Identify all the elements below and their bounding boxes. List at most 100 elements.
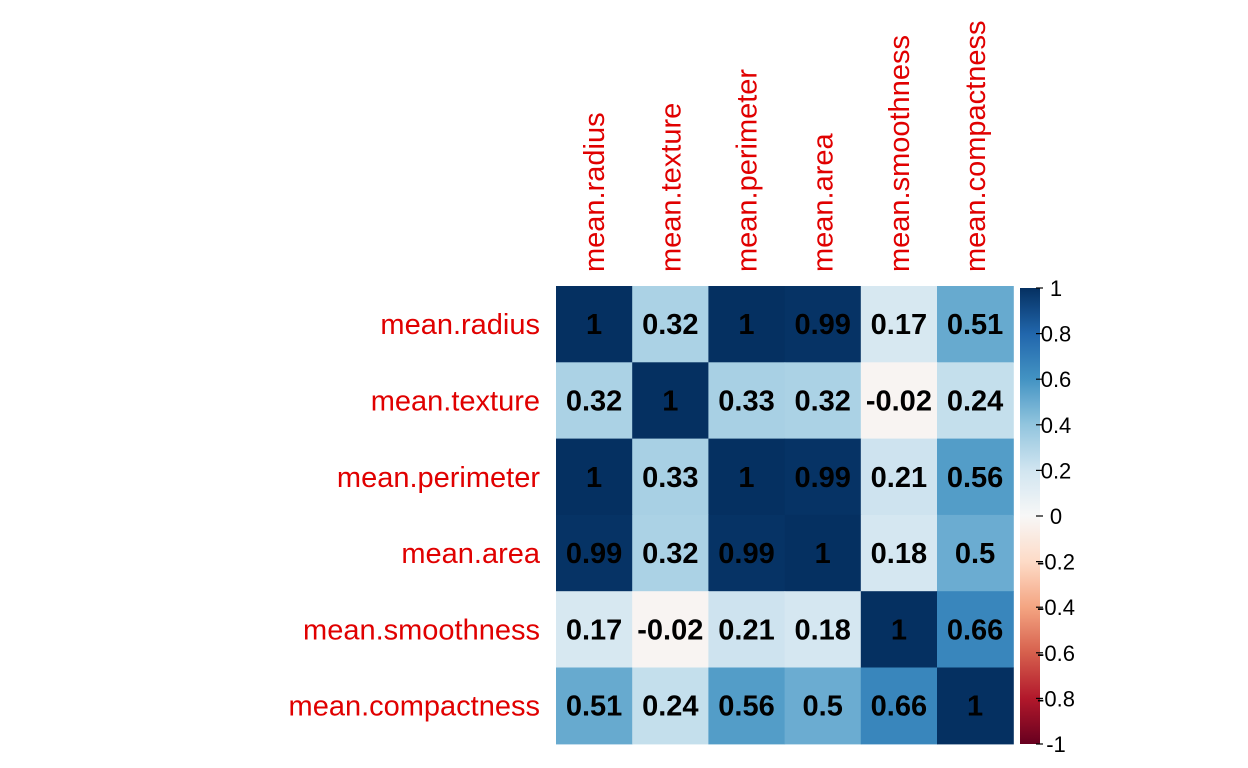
- heatmap-cell-values: 1 0.32 1 0.99 0.17 0.510.32 1 0.33 0.32 -0.02 0.24…: [566, 309, 1003, 723]
- heatmap-cell: [556, 667, 633, 745]
- cell-value-label: 0.32: [642, 309, 698, 341]
- cell-value-label: 0.17: [871, 309, 927, 341]
- cell-value-label: 1: [662, 385, 678, 417]
- cell-value-label: 0.5: [955, 538, 995, 570]
- heatmap-cell: [937, 514, 1014, 592]
- cell-value-label: -0.02: [866, 385, 932, 417]
- cell-value-label: 1: [738, 462, 754, 494]
- heatmap-cell: [556, 591, 633, 669]
- cell-value-label: 0.33: [642, 462, 698, 494]
- colorbar-tick-label: 0.8: [1041, 322, 1072, 347]
- row-label: mean.radius: [380, 309, 540, 341]
- heatmap-cell: [937, 286, 1014, 363]
- heatmap-cells: [556, 286, 1014, 745]
- heatmap-cell: [937, 667, 1014, 745]
- row-label: mean.perimeter: [337, 462, 540, 494]
- heatmap-cell: [708, 591, 786, 669]
- heatmap-cell: [784, 591, 862, 669]
- heatmap-cell: [708, 514, 786, 592]
- heatmap-cell: [708, 362, 786, 440]
- colorbar-gradient: [1020, 288, 1040, 744]
- colorbar-tick-label: 0.4: [1041, 413, 1072, 438]
- cell-value-label: 1: [586, 309, 602, 341]
- column-label: mean.radius: [579, 112, 611, 272]
- heatmap-cell: [860, 667, 938, 745]
- heatmap-cell: [784, 286, 862, 363]
- heatmap-cell: [556, 514, 633, 592]
- heatmap-cell: [556, 286, 633, 363]
- cell-value-label: 0.32: [642, 538, 698, 570]
- cell-value-label: 0.5: [803, 691, 843, 723]
- cell-value-label: 0.99: [718, 538, 774, 570]
- colorbar-tick-label: 1: [1050, 276, 1062, 301]
- heatmap-cell: [708, 667, 786, 745]
- cell-value-label: 0.32: [566, 385, 622, 417]
- colorbar-tick-label: -0.6: [1037, 641, 1075, 666]
- cell-value-label: 0.99: [566, 538, 622, 570]
- heatmap-cell: [860, 362, 938, 440]
- colorbar-tick-label: 0.6: [1041, 367, 1072, 392]
- colorbar-tick-label: -0.8: [1037, 686, 1075, 711]
- heatmap-cell: [632, 286, 709, 363]
- cell-value-label: 0.51: [566, 691, 622, 723]
- cell-value-label: -0.02: [637, 614, 703, 646]
- cell-value-label: 0.17: [566, 614, 622, 646]
- cell-value-label: 1: [586, 462, 602, 494]
- colorbar-tick-label: 0.2: [1041, 458, 1072, 483]
- row-label: mean.compactness: [289, 691, 540, 723]
- heatmap-cell: [708, 286, 786, 363]
- colorbar-tick-label: -0.2: [1037, 550, 1075, 575]
- cell-value-label: 0.18: [871, 538, 927, 570]
- heatmap-cell: [708, 438, 786, 516]
- cell-value-label: 0.56: [718, 691, 774, 723]
- heatmap-cell: [784, 667, 862, 745]
- column-label: mean.smoothness: [884, 35, 916, 272]
- cell-value-label: 0.21: [871, 462, 927, 494]
- heatmap-cell: [860, 286, 938, 363]
- heatmap-cell: [784, 514, 862, 592]
- heatmap-cell: [632, 514, 709, 592]
- heatmap-cell: [860, 438, 938, 516]
- row-label: mean.smoothness: [303, 614, 540, 646]
- cell-value-label: 0.66: [947, 614, 1003, 646]
- column-label: mean.area: [808, 132, 840, 272]
- heatmap-cell: [632, 362, 709, 440]
- heatmap-cell: [937, 362, 1014, 440]
- cell-value-label: 0.33: [718, 385, 774, 417]
- column-label: mean.compactness: [960, 21, 992, 272]
- cell-value-label: 1: [815, 538, 831, 570]
- cell-value-label: 1: [967, 691, 983, 723]
- row-label: mean.texture: [371, 385, 540, 417]
- row-labels: mean.radius mean.texture mean.perimeter mea…: [289, 309, 541, 723]
- heatmap-cell: [860, 514, 938, 592]
- heatmap-cell: [784, 362, 862, 440]
- cell-value-label: 0.99: [794, 309, 850, 341]
- column-label: mean.texture: [655, 103, 687, 272]
- colorbar-tick-label: -0.4: [1037, 595, 1075, 620]
- cell-value-label: 0.56: [947, 462, 1003, 494]
- colorbar-tick-label: 0: [1050, 504, 1062, 529]
- cell-value-label: 0.21: [718, 614, 774, 646]
- cell-value-label: 0.24: [947, 385, 1003, 417]
- cell-value-label: 0.32: [794, 385, 850, 417]
- cell-value-label: 0.99: [794, 462, 850, 494]
- cell-value-label: 0.18: [794, 614, 850, 646]
- cell-value-label: 0.51: [947, 309, 1003, 341]
- cell-value-label: 0.66: [871, 691, 927, 723]
- heatmap-cell: [632, 667, 709, 745]
- heatmap-cell: [556, 438, 633, 516]
- cell-value-label: 1: [738, 309, 754, 341]
- column-label: mean.perimeter: [732, 69, 764, 272]
- heatmap-cell: [632, 591, 709, 669]
- heatmap-cell: [632, 438, 709, 516]
- heatmap-cell: [784, 438, 862, 516]
- row-label: mean.area: [401, 538, 541, 570]
- heatmap-cell: [860, 591, 938, 669]
- cell-value-label: 0.24: [642, 691, 698, 723]
- heatmap-cell: [556, 362, 633, 440]
- column-labels: mean.radius mean.texture mean.perimeter mea…: [579, 21, 992, 272]
- colorbar-tick-label: -1: [1046, 732, 1066, 757]
- heatmap-cell: [937, 591, 1014, 669]
- heatmap-cell: [937, 438, 1014, 516]
